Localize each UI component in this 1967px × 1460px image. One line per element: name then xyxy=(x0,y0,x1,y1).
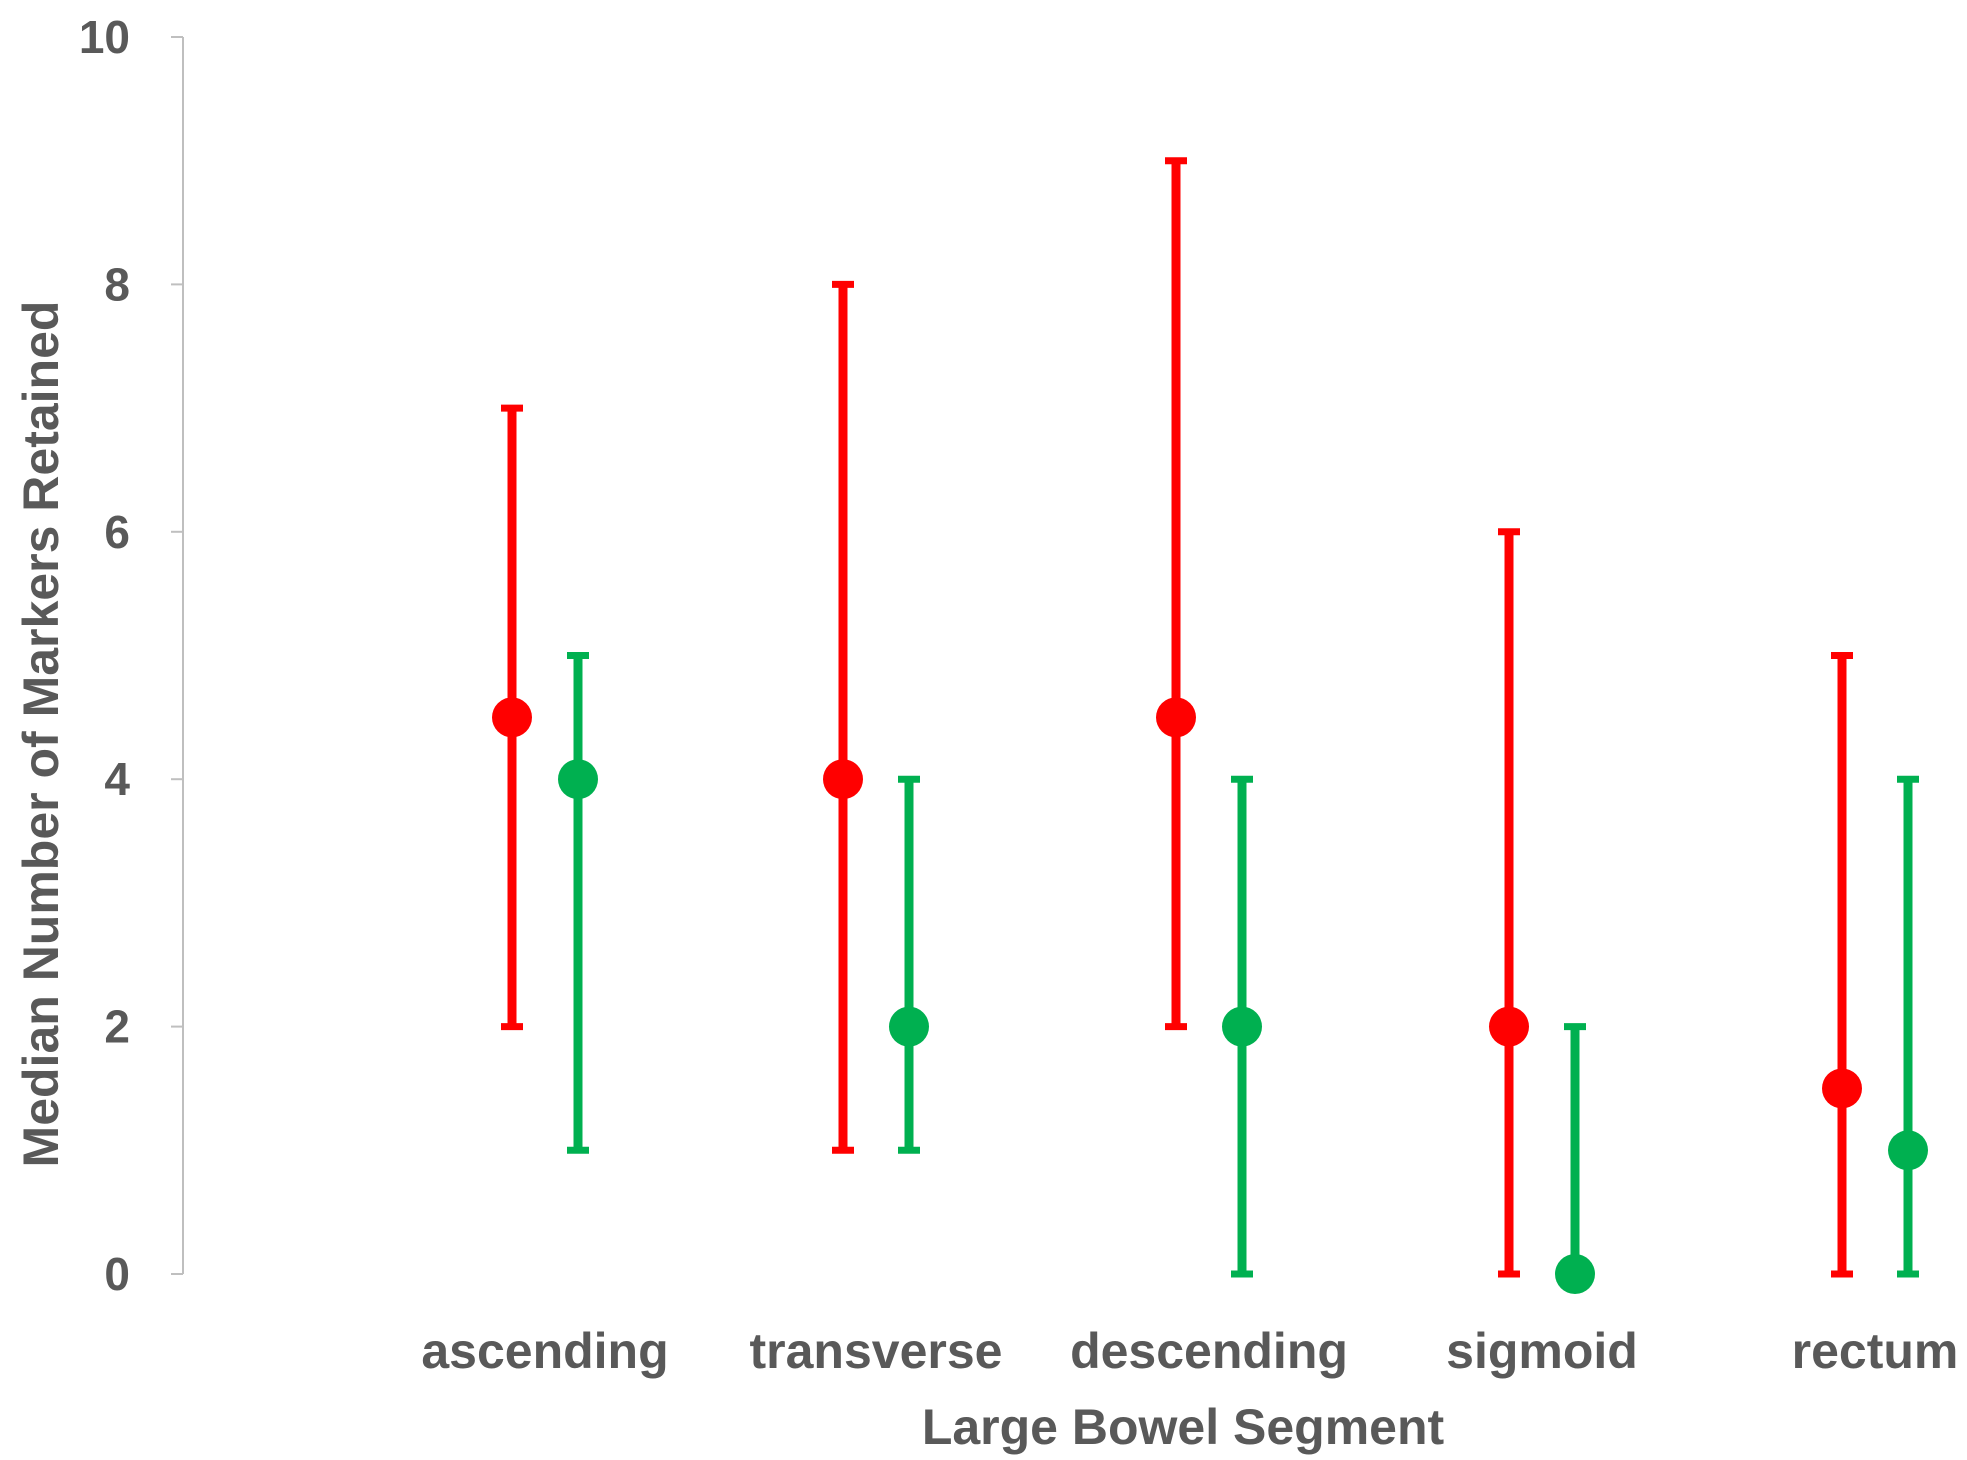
y-tick-label: 8 xyxy=(104,258,130,310)
series-1 xyxy=(492,157,1862,1278)
y-tick-label: 2 xyxy=(104,1001,130,1053)
series-2 xyxy=(558,652,1928,1294)
x-category-label: sigmoid xyxy=(1446,1323,1638,1379)
data-point xyxy=(558,759,598,800)
x-axis-title: Large Bowel Segment xyxy=(922,1399,1445,1455)
axes xyxy=(171,36,184,1275)
data-point xyxy=(1822,1068,1862,1109)
x-category-label: rectum xyxy=(1792,1323,1959,1379)
data-point xyxy=(823,759,863,800)
y-tick-labels: 0 2 4 6 8 10 xyxy=(79,11,131,1300)
y-tick-label: 10 xyxy=(79,11,130,63)
y-tick-label: 0 xyxy=(104,1248,130,1300)
x-category-label: transverse xyxy=(750,1323,1003,1379)
y-axis-title: Median Number of Markers Retained xyxy=(13,301,69,1168)
x-category-labels: ascending transverse descending sigmoid rect… xyxy=(421,1323,1958,1379)
y-tick-label: 4 xyxy=(104,753,130,805)
data-point xyxy=(889,1006,929,1047)
data-point xyxy=(1156,697,1196,738)
data-point xyxy=(1222,1006,1262,1047)
plot-area xyxy=(492,157,1928,1294)
data-point xyxy=(1888,1130,1928,1171)
data-point xyxy=(1489,1006,1529,1047)
x-category-label: ascending xyxy=(421,1323,668,1379)
data-point xyxy=(1555,1254,1595,1294)
data-point xyxy=(492,697,532,738)
y-tick-label: 6 xyxy=(104,506,130,558)
x-category-label: descending xyxy=(1070,1323,1348,1379)
